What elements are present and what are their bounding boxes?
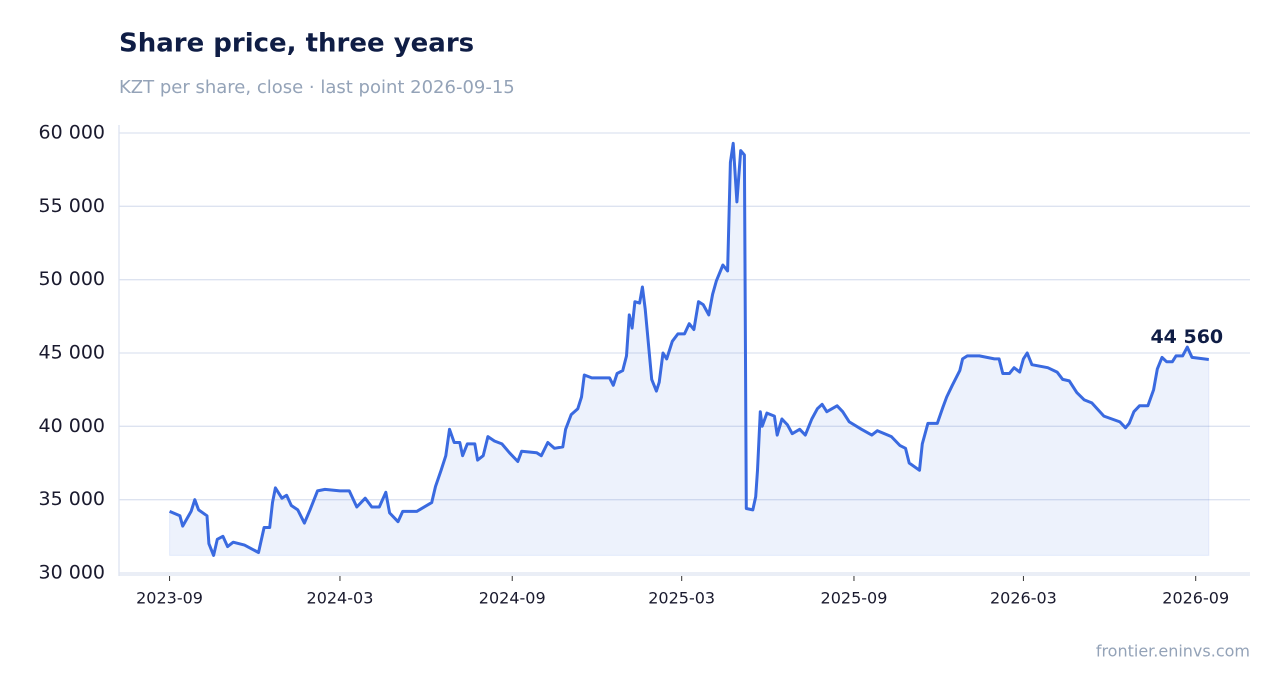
annotation: 44 560 (1150, 326, 1223, 348)
y-tick-label: 60 000 (39, 122, 105, 144)
area (169, 143, 1210, 558)
y-tick-label: 35 000 (39, 488, 105, 510)
y-tick-label: 55 000 (39, 195, 105, 217)
y-tick-label: 45 000 (39, 342, 105, 364)
y-tick-label: 40 000 (39, 415, 105, 437)
source: frontier.eninvs.com (1096, 642, 1250, 661)
x-tick-label: 2024-09 (479, 589, 546, 608)
chart-title: Share price, three years (119, 29, 474, 59)
chart-subtitle: KZT per share, close · last point 2026-0… (119, 77, 515, 98)
line (169, 141, 1209, 557)
x-tick-label: 2026-09 (1162, 589, 1229, 608)
y-tick-label: 30 000 (39, 562, 105, 584)
y-tick-label: 50 000 (39, 268, 105, 290)
x-tick-label: 2025-03 (648, 589, 715, 608)
x-tick-label: 2025-09 (821, 589, 888, 608)
x-tick-label: 2023-09 (136, 589, 203, 608)
x-tick-label: 2024-03 (307, 589, 374, 608)
x-tick-label: 2026-03 (990, 589, 1057, 608)
